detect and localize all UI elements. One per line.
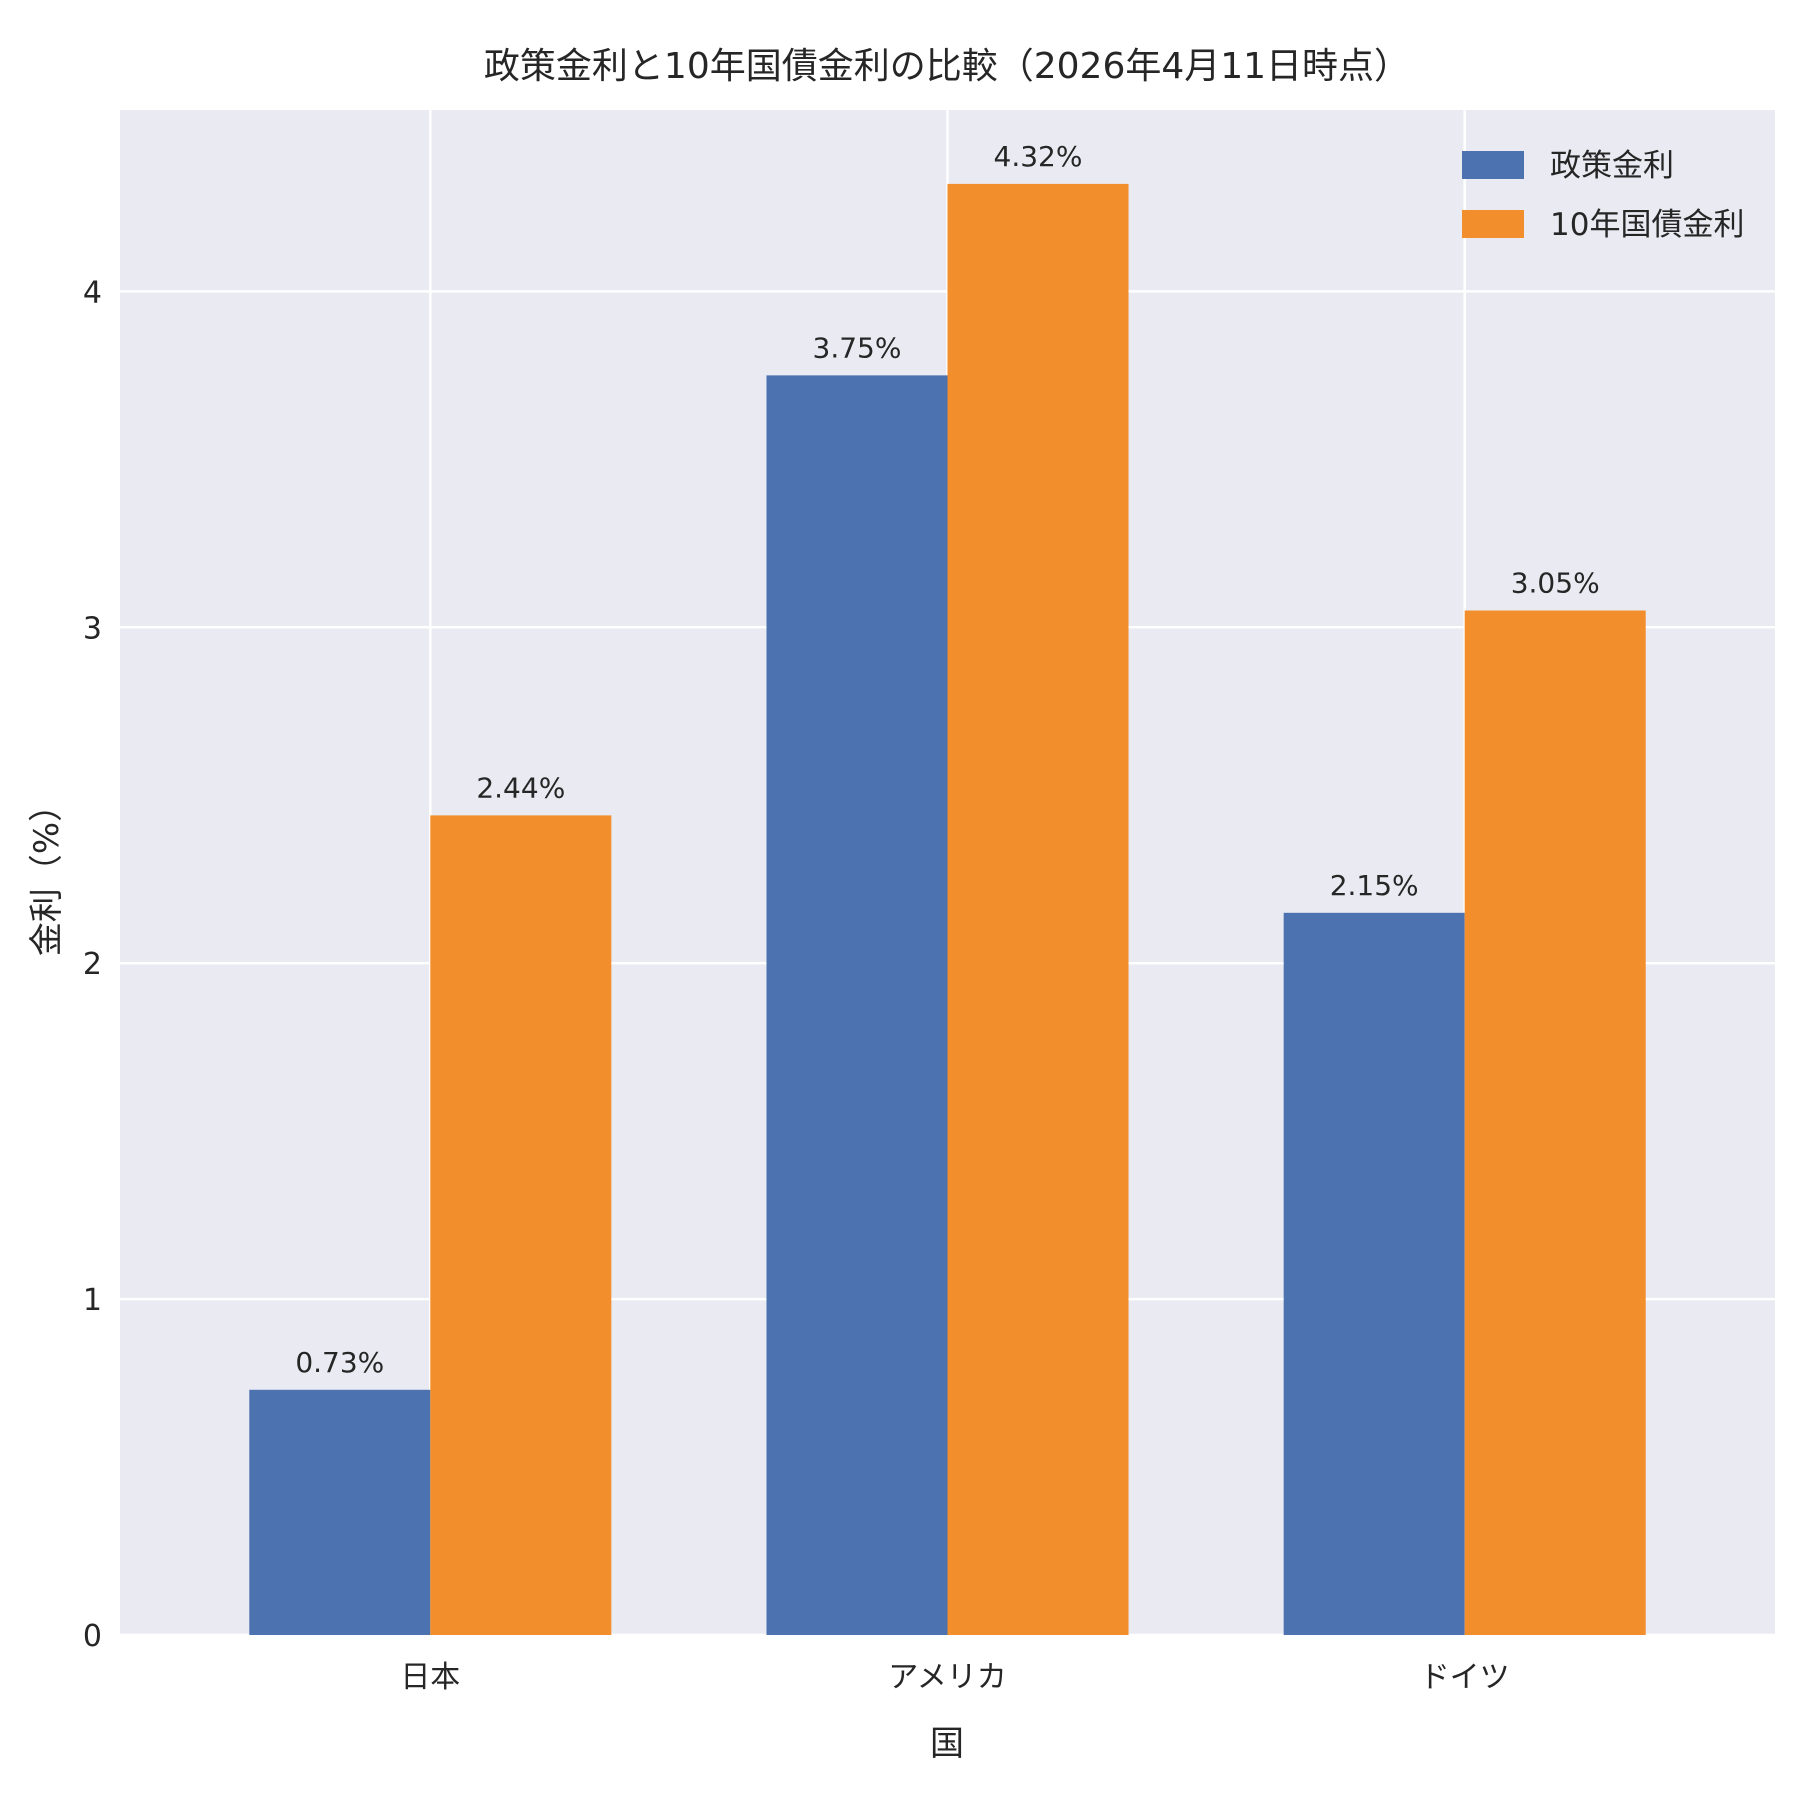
bar-10y-bond-2 — [1464, 610, 1646, 1635]
chart-title: 政策金利と10年国債金利の比較（2026年4月11日時点） — [484, 46, 1410, 87]
data-label: 2.44% — [476, 771, 565, 804]
data-label: 0.73% — [295, 1346, 384, 1379]
y-ticks: 0 1 2 3 4 — [83, 275, 102, 1654]
x-tick-label: 日本 — [400, 1660, 460, 1695]
legend-label-10y-bond: 10年国債金利 — [1550, 207, 1744, 243]
y-tick-label: 4 — [83, 275, 102, 310]
legend: 政策金利 10年国債金利 — [1462, 148, 1744, 243]
legend-swatch-policy-rate — [1462, 151, 1524, 179]
data-labels: 0.73% 3.75% 2.15% 2.44% 4.32% 3.05% — [295, 140, 1599, 1379]
bars — [249, 183, 1646, 1636]
y-axis-label: 金利（%） — [27, 788, 67, 956]
bar-policy-rate-1 — [766, 375, 948, 1636]
y-tick-label: 0 — [83, 1619, 102, 1654]
data-label: 3.75% — [813, 331, 902, 364]
data-label: 3.05% — [1511, 566, 1600, 599]
x-tick-label: アメリカ — [888, 1660, 1007, 1695]
x-ticks: 日本 アメリカ ドイツ — [400, 1660, 1509, 1695]
x-axis-label: 国 — [930, 1724, 964, 1764]
bar-10y-bond-1 — [947, 183, 1129, 1635]
legend-swatch-10y-bond — [1462, 210, 1524, 238]
x-tick-label: ドイツ — [1420, 1660, 1510, 1695]
bar-policy-rate-0 — [249, 1389, 431, 1635]
legend-label-policy-rate: 政策金利 — [1550, 148, 1674, 184]
data-label: 2.15% — [1330, 869, 1419, 902]
bar-10y-bond-0 — [430, 815, 612, 1635]
y-tick-label: 2 — [83, 947, 102, 982]
y-tick-label: 3 — [83, 611, 102, 646]
bar-policy-rate-2 — [1283, 912, 1465, 1635]
y-tick-label: 1 — [83, 1283, 102, 1318]
data-label: 4.32% — [994, 140, 1083, 173]
